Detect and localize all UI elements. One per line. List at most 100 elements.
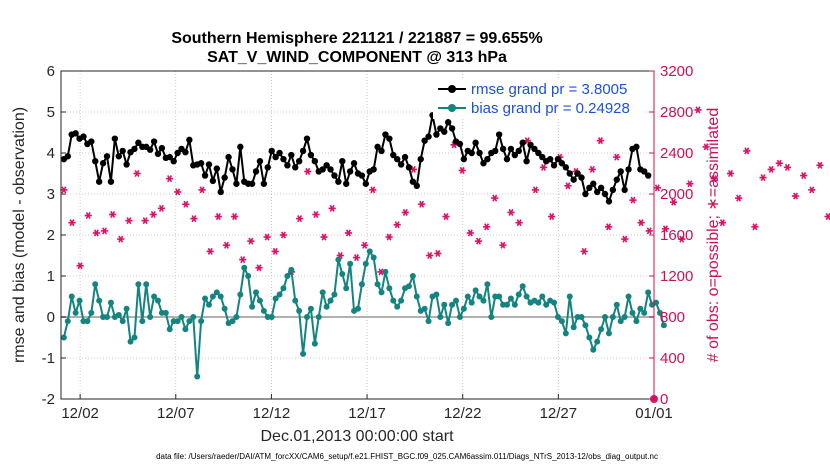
obs-count-marker <box>491 194 499 202</box>
rmse-point <box>390 151 397 159</box>
bias-point <box>96 297 103 304</box>
obs-marker-core <box>208 250 212 253</box>
obs-count-marker <box>393 221 401 229</box>
bias-point <box>496 293 503 300</box>
bias-point <box>288 266 295 273</box>
rmse-point <box>358 172 366 179</box>
y-axis-label: rmse and bias (model - observation) <box>11 107 28 363</box>
bias-point <box>60 334 67 341</box>
bias-point <box>511 301 518 308</box>
bias-point <box>178 314 185 320</box>
obs-marker-core <box>729 172 732 175</box>
bias-point <box>566 293 573 300</box>
bias-point <box>551 299 558 306</box>
obs-marker-core <box>566 184 570 188</box>
rmse-point <box>150 138 158 145</box>
bias-point <box>476 293 483 300</box>
rmse-point <box>433 131 440 138</box>
rmse-point <box>495 131 503 138</box>
obs-count-marker <box>165 175 174 183</box>
rmse-point <box>507 145 515 153</box>
y2-tick-label: 2400 <box>660 145 693 162</box>
bias-point <box>276 291 283 298</box>
obs-marker-core <box>818 163 822 167</box>
obs-count-marker <box>808 186 816 194</box>
obs-count-marker <box>190 215 198 223</box>
obs-marker-core <box>704 145 708 149</box>
rmse-point <box>205 161 213 168</box>
bias-point <box>107 299 114 306</box>
obs-marker-core <box>655 186 659 190</box>
rmse-point <box>350 160 358 167</box>
rmse-point <box>323 162 330 169</box>
rmse-point <box>499 145 507 153</box>
rmse-point <box>444 119 452 126</box>
rmse-point <box>397 161 405 168</box>
obs-count-marker <box>596 137 605 145</box>
obs-count-marker <box>613 153 621 161</box>
bias-point <box>323 303 330 310</box>
rmse-point <box>378 147 385 155</box>
bias-point <box>621 314 628 320</box>
y2-tick-label: 2800 <box>660 104 693 121</box>
bias-point <box>570 324 577 331</box>
obs-marker-core <box>192 217 196 220</box>
obs-count-marker <box>247 237 255 245</box>
obs-count-marker <box>117 235 125 243</box>
y-tick-label: 3 <box>47 186 55 203</box>
obs-count-marker <box>214 213 222 221</box>
obs-count-marker <box>157 204 166 212</box>
rmse-point <box>213 165 221 172</box>
obs-marker-core <box>314 213 318 216</box>
obs-marker-core <box>387 235 391 239</box>
bias-point <box>617 318 624 325</box>
bias-series <box>60 248 667 380</box>
rmse-point <box>633 143 640 151</box>
obs-count-marker <box>824 213 830 221</box>
rmse-point <box>107 178 115 185</box>
obs-count-marker <box>686 180 694 188</box>
rmse-point <box>641 168 648 175</box>
bias-point <box>398 297 405 304</box>
obs-count-marker <box>344 229 353 237</box>
obs-marker-core <box>412 168 415 171</box>
rmse-point <box>531 145 538 153</box>
obs-count-marker <box>735 194 743 202</box>
rmse-point <box>617 168 624 175</box>
bias-point <box>233 314 240 320</box>
obs-marker-core <box>786 165 789 169</box>
obs-marker-core <box>615 155 619 159</box>
bias-point <box>484 281 491 288</box>
rmse-point <box>621 186 628 194</box>
bias-point <box>562 330 569 337</box>
rmse-point <box>554 155 562 163</box>
bias-point <box>335 256 342 263</box>
bias-point <box>64 318 71 325</box>
x-tick-label: 12/22 <box>444 405 482 422</box>
obs-count-marker <box>239 256 247 264</box>
obs-count-marker <box>678 235 686 243</box>
y-tick-label: 2 <box>47 227 55 244</box>
rmse-point <box>233 180 240 187</box>
bias-point <box>143 281 150 288</box>
rmse-point <box>131 145 138 153</box>
obs-marker-core <box>509 211 513 214</box>
obs-marker-core <box>241 258 245 261</box>
obs-marker-core <box>338 254 342 257</box>
obs-marker-core <box>428 254 432 257</box>
y-tick-label: 4 <box>47 145 55 162</box>
rmse-point <box>421 137 428 144</box>
bias-point <box>104 314 111 320</box>
obs-marker-core <box>753 225 757 229</box>
rmse-point <box>319 166 326 173</box>
bias-point <box>131 334 138 341</box>
obs-marker-core <box>363 243 367 247</box>
obs-marker-core <box>249 239 253 243</box>
obs-marker-core <box>281 233 285 237</box>
rmse-point <box>99 160 107 167</box>
obs-marker-core <box>330 206 334 210</box>
obs-count-marker <box>182 200 190 208</box>
y2-tick-label: 0 <box>660 391 668 408</box>
obs-count-marker <box>84 212 92 220</box>
obs-marker-core <box>525 139 529 143</box>
